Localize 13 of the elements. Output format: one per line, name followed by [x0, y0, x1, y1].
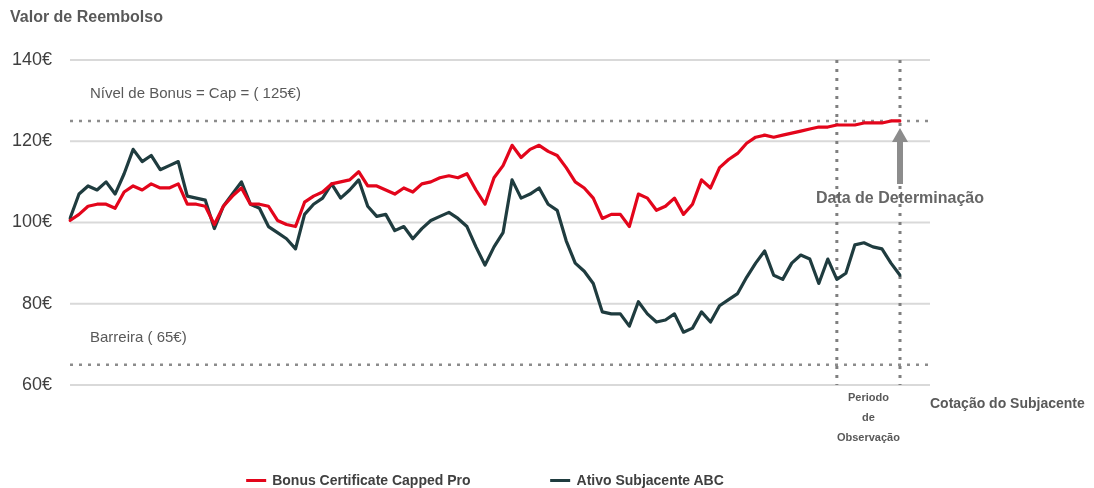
y-tick-label: 120€ — [11, 130, 52, 151]
y-axis-title: Valor de Reembolso — [10, 8, 163, 26]
y-tick-label: 60€ — [21, 373, 52, 394]
annotation: Data de Determinação — [815, 189, 985, 207]
ref-line-label: Barreira ( 65€) — [90, 327, 187, 345]
text: Periodo de Observação — [836, 390, 900, 445]
y-tick-label: 100€ — [11, 211, 52, 232]
x-axis-title: Cotação do Subjacente — [930, 395, 1085, 411]
y-tick-label: 140€ — [11, 48, 52, 69]
legend-label: Ativo Subjacente ABC — [576, 472, 724, 488]
y-tick-label: 80€ — [21, 292, 52, 313]
ref-line-label: Nível de Bonus = Cap = ( 125€) — [90, 83, 301, 101]
legend-label: Bonus Certificate Capped Pro — [272, 472, 471, 488]
